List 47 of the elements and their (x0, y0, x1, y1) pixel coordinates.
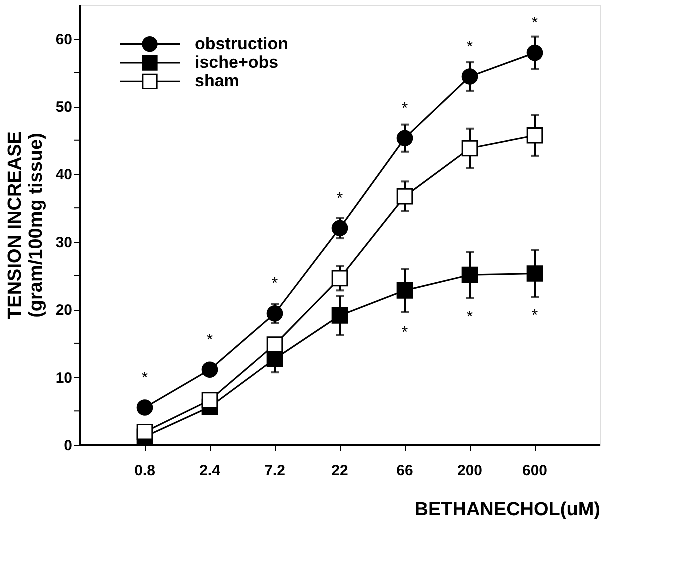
annotation: * (272, 276, 278, 293)
annotation: * (336, 190, 344, 208)
point (462, 68, 478, 85)
point (136, 424, 154, 440)
point (266, 306, 284, 322)
y-tick-label: 60 (56, 31, 72, 48)
point (462, 140, 478, 157)
annotation: * (402, 100, 408, 118)
point (332, 220, 348, 237)
point (332, 270, 348, 287)
x-tick-label: 600 (522, 462, 548, 480)
annotation: * (532, 15, 538, 32)
point (526, 44, 544, 62)
point (202, 362, 218, 378)
annotation: * (532, 308, 538, 325)
legend-label: obstruction (195, 34, 288, 54)
point (396, 282, 414, 299)
point (202, 392, 218, 408)
legend-label: ische+obs (195, 53, 279, 72)
point (526, 266, 544, 282)
x-tick-label: 66 (396, 462, 414, 480)
annotation: * (466, 38, 474, 56)
x-tick-label: 0.8 (134, 462, 156, 480)
y-tick-label: 40 (56, 166, 72, 184)
x-tick-label: 2.4 (200, 462, 222, 480)
y-axis-title: TENSION INCREASE (gram/100mg tissue) (4, 132, 47, 320)
point (266, 336, 284, 353)
annotation: * (206, 332, 214, 349)
y-tick-label: 50 (56, 99, 72, 116)
annotation: * (402, 324, 408, 342)
point (396, 188, 414, 205)
x-tick-label: 22 (332, 462, 348, 480)
legend-label: sham (195, 72, 240, 91)
point (136, 400, 154, 416)
x-axis-title: BETHANECHOL(uM) (414, 500, 600, 520)
y-tick-label: 30 (56, 234, 72, 252)
point (332, 308, 348, 324)
y-tick-label: 10 (56, 370, 72, 387)
y-tick-label: 20 (56, 302, 72, 320)
point (462, 266, 478, 284)
annotation: * (142, 370, 148, 387)
x-tick-label: 200 (457, 462, 483, 480)
x-tick-label: 7.2 (264, 462, 286, 480)
y-tick-label: 0 (64, 438, 72, 454)
point (396, 130, 414, 147)
annotation: * (466, 309, 474, 326)
point (526, 127, 544, 144)
